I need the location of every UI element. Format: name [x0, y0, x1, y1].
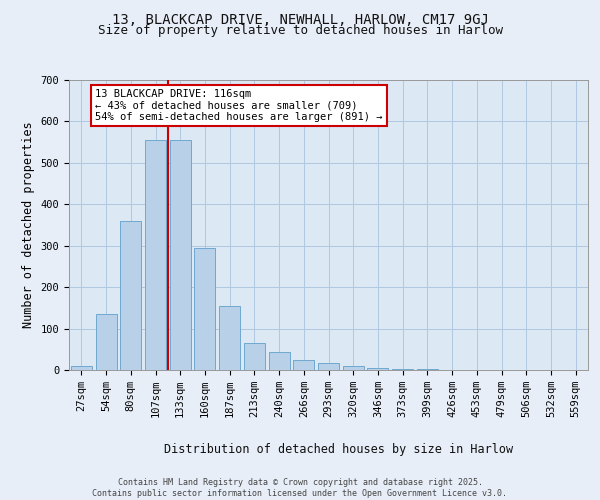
Bar: [367, 368, 388, 370]
Bar: [318, 362, 339, 370]
Bar: [120, 221, 141, 370]
Bar: [170, 140, 191, 370]
Bar: [71, 366, 92, 370]
Bar: [194, 248, 215, 370]
Bar: [293, 360, 314, 370]
Bar: [269, 352, 290, 370]
Text: Contains HM Land Registry data © Crown copyright and database right 2025.
Contai: Contains HM Land Registry data © Crown c…: [92, 478, 508, 498]
Bar: [343, 366, 364, 370]
Bar: [219, 306, 240, 370]
Y-axis label: Number of detached properties: Number of detached properties: [22, 122, 35, 328]
Text: Distribution of detached houses by size in Harlow: Distribution of detached houses by size …: [164, 442, 514, 456]
Text: 13 BLACKCAP DRIVE: 116sqm
← 43% of detached houses are smaller (709)
54% of semi: 13 BLACKCAP DRIVE: 116sqm ← 43% of detac…: [95, 88, 382, 122]
Bar: [244, 343, 265, 370]
Bar: [392, 369, 413, 370]
Text: 13, BLACKCAP DRIVE, NEWHALL, HARLOW, CM17 9GJ: 13, BLACKCAP DRIVE, NEWHALL, HARLOW, CM1…: [112, 12, 488, 26]
Text: Size of property relative to detached houses in Harlow: Size of property relative to detached ho…: [97, 24, 503, 37]
Bar: [145, 140, 166, 370]
Bar: [95, 314, 116, 370]
Bar: [417, 369, 438, 370]
